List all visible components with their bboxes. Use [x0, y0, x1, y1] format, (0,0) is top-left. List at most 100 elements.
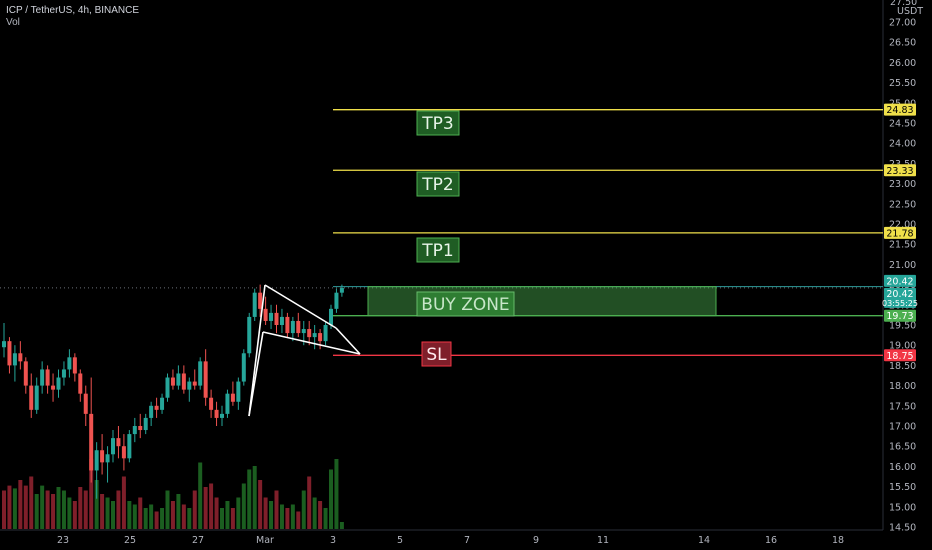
candle-body	[78, 373, 83, 394]
annotation-box	[416, 171, 460, 197]
volume-bar	[296, 511, 301, 529]
candle-body	[111, 438, 115, 455]
candle-body	[329, 308, 333, 325]
candle-body	[252, 292, 257, 317]
currency-label: USDT	[897, 6, 923, 17]
volume-bar	[34, 494, 39, 529]
volume-bar	[329, 469, 333, 529]
candle-body	[165, 377, 170, 398]
volume-bar	[339, 522, 344, 529]
volume-bar	[154, 511, 159, 529]
volume-bar	[209, 483, 214, 529]
indicator-label: Vol	[6, 17, 20, 28]
volume-bar	[220, 508, 224, 529]
y-tick-label: 27.50	[890, 0, 917, 8]
y-tick-label: 26.00	[889, 58, 916, 69]
volume-bar	[318, 501, 323, 529]
y-tick-label: 16.50	[889, 442, 916, 453]
annotation-tp3[interactable]: TP3	[416, 110, 460, 136]
annotation-sl[interactable]: SL	[421, 341, 452, 367]
annotation-tp2[interactable]: TP2	[416, 171, 460, 197]
candle-body	[29, 385, 34, 410]
x-tick-label: 5	[397, 535, 403, 546]
y-tick-label: 16.00	[889, 462, 916, 473]
y-tick-label: 24.00	[889, 139, 916, 150]
volume-bar	[40, 485, 45, 529]
candle-body	[198, 361, 203, 386]
candle-body	[138, 426, 143, 431]
candle-body	[285, 316, 290, 334]
current-price-top-label: 20.42	[886, 276, 913, 287]
candle-body	[116, 438, 121, 447]
current-price-label: 20.42	[886, 289, 913, 300]
candle-body	[149, 405, 154, 418]
volume-bar	[170, 501, 175, 529]
price-label-sl: 18.75	[886, 351, 913, 362]
candle-body	[236, 381, 241, 402]
price-label-buy-zone: 19.73	[886, 311, 913, 322]
y-tick-label: 14.50	[889, 523, 916, 534]
volume-bar	[94, 480, 99, 529]
y-tick-label: 21.50	[889, 240, 916, 251]
volume-bar	[225, 501, 230, 529]
price-label-tp3-bg	[884, 103, 916, 116]
volume-bar	[236, 497, 241, 529]
volume-bar	[2, 490, 6, 529]
candle-body	[127, 434, 132, 459]
annotation-buy-zone[interactable]: BUY ZONE	[416, 291, 515, 317]
y-tick-label: 23.00	[889, 179, 916, 190]
volume-bar	[290, 504, 295, 529]
annotation-tp1[interactable]: TP1	[416, 237, 460, 263]
y-tick-label: 22.50	[889, 199, 916, 210]
volume-bar	[116, 490, 121, 529]
current-price-box-bg	[884, 287, 916, 308]
volume-bar	[18, 480, 23, 529]
y-tick-label: 19.50	[889, 321, 916, 332]
candle-body	[290, 320, 295, 334]
volume-bar	[12, 488, 17, 529]
volume-bar	[187, 508, 192, 529]
annotation-box	[416, 237, 460, 263]
volume-bar	[279, 504, 284, 529]
volume-bar	[138, 497, 143, 529]
volume-bar	[111, 501, 115, 529]
candle-body	[241, 353, 246, 382]
candle-body	[334, 292, 339, 309]
x-tick-label: 18	[832, 535, 844, 546]
y-tick-label: 15.50	[889, 482, 916, 493]
annotation-label: SL	[426, 345, 447, 365]
volume-bar	[67, 497, 72, 529]
volume-bar	[258, 480, 263, 529]
y-tick-label: 19.00	[889, 341, 916, 352]
candle-body	[154, 405, 159, 410]
annotation-box	[416, 291, 515, 317]
volume-bar	[285, 508, 290, 529]
volume-bar	[214, 497, 219, 529]
candle-body	[132, 426, 137, 435]
annotation-label: TP3	[421, 114, 453, 134]
candle-body	[100, 450, 105, 463]
y-tick-label: 25.50	[889, 78, 916, 89]
candle-body	[67, 357, 72, 370]
candle-body	[34, 385, 39, 410]
candle-body	[203, 361, 208, 398]
x-tick-label: 3	[330, 535, 336, 546]
candle-body	[56, 377, 61, 390]
volume-bar	[83, 490, 88, 529]
flag-pattern-line	[262, 331, 361, 355]
volume-bar	[198, 462, 203, 529]
price-label-tp2-bg	[884, 164, 916, 177]
candle-body	[230, 393, 235, 402]
candle-body	[18, 353, 23, 362]
volume-bar	[334, 459, 339, 529]
y-tick-label: 17.00	[889, 422, 916, 433]
candle-body	[72, 357, 77, 374]
candle-body	[2, 341, 6, 348]
volume-bar	[121, 476, 126, 529]
volume-bar	[29, 476, 34, 529]
volume-bar	[45, 490, 50, 529]
price-label-tp3: 24.83	[886, 105, 913, 116]
candle-body	[296, 320, 301, 334]
